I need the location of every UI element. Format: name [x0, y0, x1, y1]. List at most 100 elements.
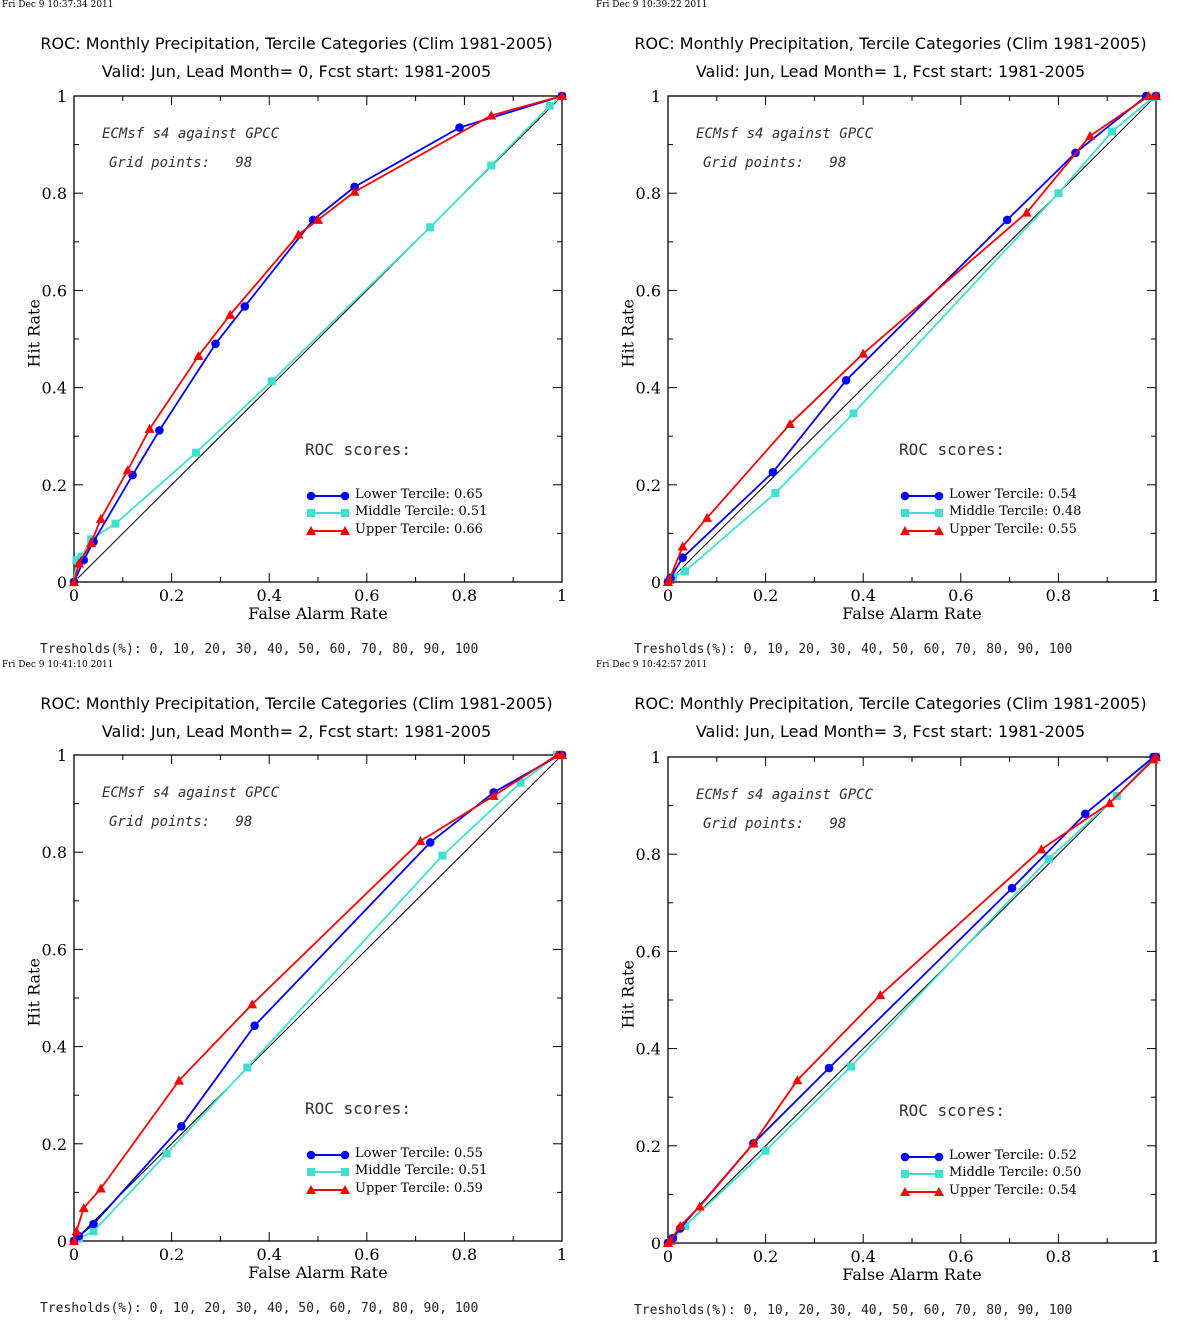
data-point — [89, 1227, 98, 1236]
data-point — [1080, 809, 1090, 819]
chart-title: ROC: Monthly Precipitation, Tercile Cate… — [634, 694, 1147, 713]
y-tick-label: 0 — [651, 573, 661, 592]
data-point — [73, 558, 84, 568]
chart-title: ROC: Monthly Precipitation, Tercile Cate… — [634, 34, 1147, 53]
data-point — [240, 302, 250, 311]
x-tick-label: 0.8 — [452, 586, 477, 605]
y-tick-label: 0.2 — [42, 1135, 67, 1154]
legend-entry: Upper Tercile: 0.54 — [949, 1183, 1077, 1198]
legend-symbol — [306, 526, 350, 535]
data-point — [438, 851, 447, 860]
data-point — [313, 214, 323, 224]
timestamp: Fri Dec 9 10:42:57 2011 — [596, 660, 708, 670]
y-axis-label: Hit Rate — [618, 299, 638, 368]
data-point — [72, 556, 81, 565]
data-point — [557, 750, 567, 759]
legend-entry: Lower Tercile: 0.65 — [355, 487, 483, 502]
data-point — [875, 990, 886, 1000]
data-point — [95, 1183, 106, 1193]
x-tick-label: 0.4 — [850, 1247, 875, 1266]
data-point — [665, 1235, 676, 1245]
data-point — [841, 376, 851, 385]
data-point — [144, 423, 155, 433]
chart-subtitle: Valid: Jun, Lead Month= 3, Fcst start: 1… — [695, 722, 1086, 741]
data-point — [702, 512, 713, 522]
data-point — [677, 541, 688, 551]
series-line — [73, 754, 562, 1242]
data-point — [173, 1075, 184, 1085]
x-tick-label: 0.4 — [256, 1245, 281, 1264]
model-annotation: ECMsf s4 against GPCC — [696, 787, 874, 803]
legend-entry: Lower Tercile: 0.55 — [355, 1146, 483, 1161]
data-point — [1151, 91, 1161, 100]
x-tick-label: 1 — [1151, 1247, 1161, 1266]
data-point — [824, 1063, 834, 1073]
legend-marker — [306, 526, 316, 535]
data-point — [1108, 127, 1117, 136]
data-point — [681, 567, 690, 576]
roc-scores-heading: ROC scores: — [305, 440, 411, 459]
data-point — [1143, 91, 1154, 100]
data-point — [425, 838, 435, 847]
y-tick-label: 0 — [651, 1234, 661, 1253]
thresholds-note: Tresholds(%): 0, 10, 20, 30, 40, 50, 60,… — [40, 1301, 479, 1316]
legend-marker — [901, 1170, 909, 1178]
legend-entry: Middle Tercile: 0.51 — [355, 504, 488, 519]
y-tick-label: 0.6 — [636, 942, 661, 961]
data-point — [89, 1219, 98, 1229]
data-point — [488, 790, 499, 800]
legend-entry: Middle Tercile: 0.48 — [949, 504, 1082, 519]
y-tick-label: 1 — [57, 87, 67, 106]
x-tick-label: 0.2 — [753, 1247, 778, 1266]
timestamp: Fri Dec 9 10:39:22 2011 — [596, 0, 708, 10]
roc-panel-lead-0: Fri Dec 9 10:37:34 2011 ROC: Monthly Prec… — [0, 0, 593, 660]
x-tick-label: 0.6 — [354, 586, 379, 605]
x-tick-label: 0.8 — [452, 1245, 477, 1264]
y-tick-label: 1 — [651, 748, 661, 767]
legend-symbol — [306, 1150, 350, 1160]
x-tick-label: 0 — [663, 1247, 673, 1266]
roc-panel-lead-3: Fri Dec 9 10:42:57 2011 ROC: Monthly Prec… — [594, 660, 1187, 1320]
legend-symbol — [306, 491, 350, 501]
legend-entry: Upper Tercile: 0.55 — [949, 522, 1077, 537]
x-tick-label: 0.6 — [948, 1247, 973, 1266]
legend-marker — [901, 509, 909, 517]
x-tick-label: 0.2 — [159, 1245, 184, 1264]
data-point — [95, 513, 106, 523]
data-point — [771, 489, 780, 498]
roc-scores-heading: ROC scores: — [899, 440, 1005, 459]
data-point — [681, 1221, 690, 1230]
data-point — [1044, 855, 1053, 864]
y-tick-label: 0 — [57, 1232, 67, 1251]
legend-symbol — [901, 1170, 943, 1178]
data-point — [162, 1149, 171, 1158]
chart-title: ROC: Monthly Precipitation, Tercile Cate… — [40, 694, 553, 713]
data-point — [250, 1021, 259, 1031]
data-point — [225, 309, 236, 319]
grid-annotation: Grid points: 98 — [109, 814, 253, 830]
y-tick-label: 1 — [57, 746, 67, 765]
data-point — [847, 1062, 855, 1071]
legend-marker — [306, 1150, 316, 1160]
data-point — [192, 448, 200, 457]
data-point — [455, 123, 464, 132]
legend-marker — [307, 509, 315, 517]
y-tick-label: 0.2 — [636, 1137, 661, 1156]
y-tick-label: 0.6 — [636, 281, 661, 300]
x-tick-label: 0 — [69, 1245, 79, 1264]
x-axis-label: False Alarm Rate — [842, 604, 982, 623]
legend-entry: Lower Tercile: 0.54 — [949, 487, 1077, 502]
no-skill-diagonal — [667, 95, 1157, 583]
roc-scores-heading: ROC scores: — [305, 1099, 411, 1118]
legend-marker — [340, 1185, 350, 1194]
data-point — [545, 101, 554, 110]
data-point — [1085, 130, 1096, 140]
legend-marker — [934, 1152, 944, 1162]
data-point — [486, 110, 497, 120]
data-point — [1054, 189, 1063, 198]
legend-marker — [340, 526, 350, 535]
x-tick-label: 0.6 — [354, 1245, 379, 1264]
data-point — [664, 574, 675, 584]
data-point — [1021, 207, 1032, 217]
roc-plot: 00 0.2 0.2 0.4 0.4 0.6 0.6 0.8 0.8 1 1 — [636, 748, 1162, 1266]
